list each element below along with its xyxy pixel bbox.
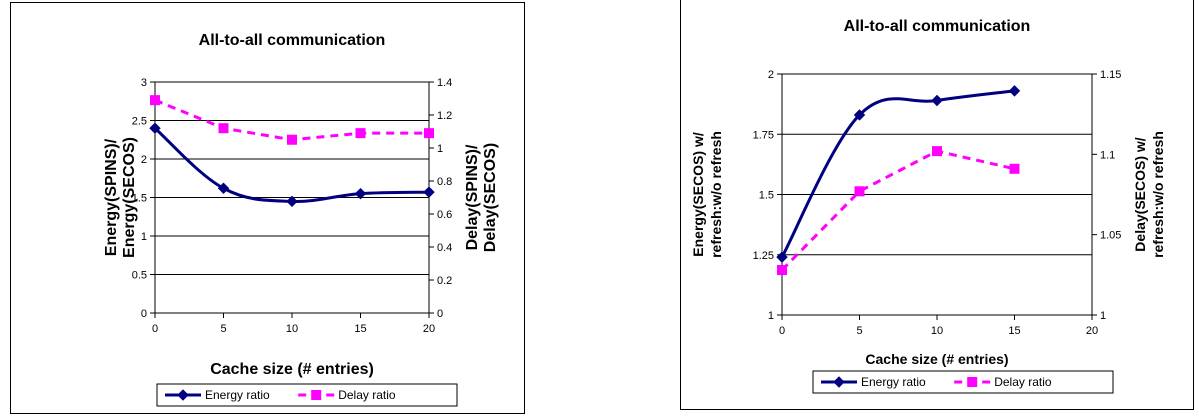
y-tick-label: 1.75 — [753, 129, 774, 141]
data-point — [354, 187, 367, 200]
y2-tick-label: 1.1 — [1100, 149, 1115, 161]
y-tick-label: 2 — [141, 154, 147, 166]
chart-panel-left: All-to-all communication 0 0.5 1 1.5 2 2.5 3 0 0.… — [10, 2, 525, 414]
y-tick-label: 1.25 — [753, 250, 774, 262]
y2-tick-label: 1.05 — [1100, 230, 1121, 242]
data-point — [287, 134, 297, 145]
x-tick-label: 15 — [1008, 325, 1020, 337]
legend-marker — [833, 376, 845, 388]
legend-label: Delay ratio — [338, 388, 396, 402]
data-point — [932, 146, 942, 157]
y2-axis-title: Delay(SECOS) w/ — [1132, 137, 1148, 251]
legend-marker — [177, 389, 189, 401]
y2-tick-label: 0.2 — [437, 275, 452, 287]
data-point — [218, 123, 229, 134]
y-tick-label: 1.5 — [759, 190, 774, 202]
series-energy-ratio — [776, 85, 1021, 263]
data-point — [776, 251, 788, 263]
series-line — [154, 98, 429, 142]
y-axis-title: refresh:w/o refresh — [708, 131, 724, 258]
y2-tick-label: 1.2 — [437, 110, 452, 122]
x-tick-label: 10 — [286, 323, 298, 335]
chart-left-svg: All-to-all communication 0 0.5 1 1.5 2 2.5 3 0 0.… — [103, 32, 499, 407]
legend: Energy ratio Delay ratio — [812, 370, 1114, 394]
data-point — [355, 128, 366, 139]
series-line — [780, 149, 1015, 272]
series-line — [780, 89, 1015, 258]
y-axis-title: Energy(SECOS) — [121, 137, 138, 258]
data-point — [1008, 85, 1021, 97]
series-delay-ratio — [777, 146, 1020, 276]
y-tick-label: 1 — [141, 231, 147, 243]
x-tick-label: 20 — [423, 323, 435, 335]
series-delay-ratio — [150, 95, 434, 145]
y-axis-title: Energy(SPINS)/ — [103, 138, 120, 256]
y-tick-label: 3 — [141, 77, 147, 89]
data-point — [424, 128, 434, 139]
y2-tick-label: 1.4 — [437, 77, 452, 89]
chart-panel-right: All-to-all communication 1 1.25 1.5 1.75 2 1 1.… — [680, 0, 1194, 410]
x-tick-label: 0 — [152, 323, 158, 335]
x-tick-label: 10 — [931, 325, 943, 337]
y-tick-label: 1.5 — [132, 193, 147, 205]
x-tick-label: 15 — [354, 323, 366, 335]
data-point — [777, 265, 787, 276]
data-point — [931, 94, 943, 107]
y2-tick-label: 1.15 — [1100, 69, 1121, 81]
y-tick-label: 2.5 — [132, 116, 147, 128]
y-tick-label: 2 — [768, 69, 774, 81]
data-point — [1009, 163, 1020, 174]
data-point — [854, 186, 865, 197]
x-axis-title: Cache size (# entries) — [865, 351, 1008, 367]
chart-title: All-to-all communication — [199, 32, 386, 49]
y-axis-title: Energy(SECOS) w/ — [690, 132, 706, 257]
data-point — [217, 182, 230, 194]
x-axis-title: Cache size (# entries) — [210, 361, 374, 378]
data-point — [286, 195, 298, 208]
y2-tick-label: 0.6 — [437, 209, 452, 221]
y2-tick-label: 1 — [1100, 310, 1106, 322]
data-point — [150, 95, 160, 106]
x-tick-label: 0 — [779, 325, 785, 337]
data-point — [149, 122, 161, 134]
series-energy-ratio — [149, 122, 435, 208]
y2-axis-title: refresh:w/o refresh — [1150, 131, 1166, 258]
legend-label: Energy ratio — [205, 388, 270, 402]
legend-box — [812, 370, 1114, 394]
y2-tick-label: 1 — [437, 143, 443, 155]
y-tick-label: 1 — [768, 310, 774, 322]
y2-axis-title: Delay(SPINS)/ — [464, 144, 481, 250]
y2-tick-label: 0 — [437, 308, 443, 320]
chart-right-svg: All-to-all communication 1 1.25 1.5 1.75 2 1 1.… — [690, 18, 1166, 394]
chart-title: All-to-all communication — [844, 18, 1031, 35]
legend-marker — [311, 390, 322, 400]
y2-tick-label: 0.8 — [437, 176, 452, 188]
y2-axis-title: Delay(SECOS) — [482, 143, 499, 252]
x-tick-label: 5 — [220, 323, 226, 335]
legend-label: Delay ratio — [994, 375, 1052, 389]
legend-box — [156, 383, 458, 407]
legend-label: Energy ratio — [861, 375, 926, 389]
y2-tick-label: 0.4 — [437, 242, 452, 254]
legend-marker — [967, 377, 978, 387]
y-tick-label: 0.5 — [132, 270, 147, 282]
x-tick-label: 20 — [1086, 325, 1098, 337]
legend: Energy ratio Delay ratio — [156, 383, 458, 407]
x-tick-label: 5 — [856, 325, 862, 337]
y-tick-label: 0 — [141, 308, 147, 320]
data-point — [423, 186, 435, 198]
data-point — [853, 109, 866, 121]
